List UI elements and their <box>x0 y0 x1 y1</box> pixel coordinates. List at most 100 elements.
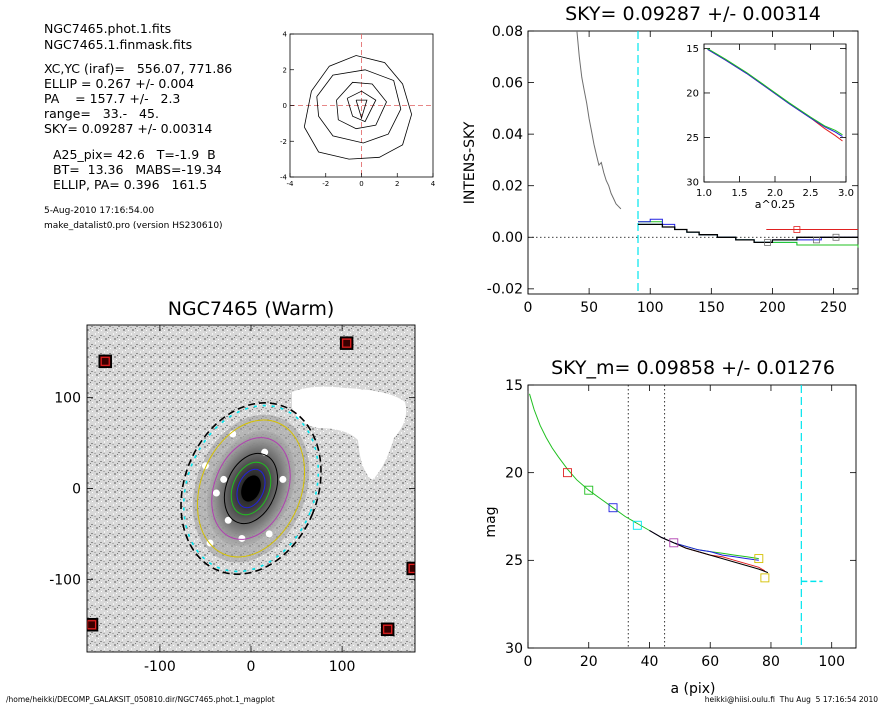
star-marker-inner <box>100 356 110 366</box>
mag-ytick-label: 25 <box>505 553 523 569</box>
inset-series <box>707 48 843 142</box>
header-file1: NGC7465.phot.1.fits <box>44 21 172 36</box>
header-a25: A25_pix= 42.6 T=-1.9 B <box>53 147 216 162</box>
header-range: range= 33.- 45. <box>44 106 159 121</box>
mag-panel: SKY_m= 0.09858 +/- 0.01276 mag a (pix) 0… <box>483 357 857 697</box>
intens-xtick-label: 150 <box>698 300 725 316</box>
isophote-ellipse-black <box>223 452 279 525</box>
contour-level-0 <box>355 99 368 120</box>
intens-series-blue <box>638 218 858 243</box>
masked-star <box>220 475 228 483</box>
inset-ytick-label: 25 <box>686 133 699 144</box>
masked-star <box>265 530 273 538</box>
header-ellip-pa: ELLIP, PA= 0.396 161.5 <box>53 177 208 192</box>
mag-ytick-label: 20 <box>505 466 523 482</box>
star-marker-inner <box>383 624 393 634</box>
galaxy-ytick-label: 0 <box>72 482 81 498</box>
inset-xtick-label: 2.5 <box>803 188 819 199</box>
intens-ytick-label: 0.04 <box>492 127 523 143</box>
star-marker <box>380 622 395 637</box>
masked-star <box>212 489 220 497</box>
isophote-ellipse-yellow <box>196 419 306 558</box>
intens-xtick-label: 0 <box>524 300 533 316</box>
intens-ytick-label: 0.08 <box>492 24 523 40</box>
inset-series-green <box>707 48 843 136</box>
galaxy-ticks: -100 0 100 -100 0 100 <box>49 325 415 675</box>
star-marker <box>406 561 415 576</box>
intens-marker <box>832 233 840 241</box>
intens-frame <box>527 30 859 295</box>
isophote-ellipse-cyan <box>182 404 320 573</box>
mag-ylabel: mag <box>483 506 499 537</box>
mag-ticks: 0 20 40 60 80 100 15 20 25 30 <box>505 378 856 670</box>
intens-ytick-label: 0.06 <box>492 75 523 91</box>
contour-ytick-label: 4 <box>283 31 288 39</box>
header-sky: SKY= 0.09287 +/- 0.00314 <box>44 121 213 136</box>
galaxy-title: NGC7465 (Warm) <box>168 298 335 320</box>
intens-ytick-label: -0.02 <box>487 282 523 298</box>
intens-series-gray <box>576 30 622 210</box>
galaxy-body <box>192 414 310 563</box>
mag-xtick-label: 100 <box>818 654 845 670</box>
intens-title: SKY= 0.09287 +/- 0.00314 <box>565 3 821 25</box>
contour-level-1 <box>346 90 377 123</box>
contour-level-4 <box>303 55 413 160</box>
intens-marker <box>764 239 771 246</box>
intens-ticks: 0 50 100 150 200 250 -0.02 0.00 0.02 0.04 0.06 0.08 <box>487 24 858 316</box>
footer-user: heikki@hiisi.oulu.fi Thu Aug 5 17:16:54 … <box>704 695 878 704</box>
contour-level-3 <box>316 69 402 144</box>
masked-region <box>292 386 407 480</box>
intens-xtick-label: 200 <box>759 300 786 316</box>
intens-xtick-label: 50 <box>580 300 598 316</box>
inset-frame <box>703 43 847 183</box>
intens-xtick-label: 100 <box>637 300 664 316</box>
isophote-ellipse-blue <box>236 468 266 509</box>
galaxy-ytick-label: -100 <box>49 572 81 588</box>
galaxy-panel: NGC7465 (Warm) -100 0 100 -100 0 100 <box>49 298 416 675</box>
header-program: make_datalist0.pro (version HS230610) <box>44 221 223 231</box>
mag-marker <box>669 538 679 548</box>
contour-xtick-label: -2 <box>322 180 329 188</box>
intens-series-green <box>638 221 859 248</box>
mag-ytick-label: 15 <box>505 378 523 394</box>
intens-xtick-label: 250 <box>820 300 847 316</box>
contour-xtick-label: 4 <box>431 180 436 188</box>
isophote-ellipse-black <box>180 402 322 575</box>
mag-xtick-label: 20 <box>580 654 598 670</box>
galaxy-ellipses <box>180 402 322 575</box>
contour-crosshair <box>290 34 433 177</box>
star-marker-inner <box>342 338 352 348</box>
header-file2: NGC7465.1.finmask.fits <box>44 37 193 52</box>
inset-xtick-label: 1.5 <box>732 188 748 199</box>
mag-frame <box>527 384 857 649</box>
contour-levels <box>303 55 413 160</box>
mag-xlabel: a (pix) <box>670 681 715 697</box>
inset-xtick-label: 2.0 <box>767 188 783 199</box>
header-bt: BT= 13.36 MABS=-19.34 <box>53 162 222 177</box>
mag-series-green <box>529 393 759 560</box>
intens-series-black <box>638 223 858 244</box>
contour-panel: -4 -2 0 2 4 -4 -2 0 2 4 <box>280 31 436 189</box>
masked-star <box>238 534 246 542</box>
intens-marker <box>813 236 820 244</box>
contour-ytick-label: 2 <box>283 66 287 74</box>
contour-xtick-label: 0 <box>359 180 363 188</box>
footer-path: /home/heikki/DECOMP_GALAKSIT_050810.dir/… <box>6 695 275 704</box>
header-ellip: ELLIP = 0.267 +/- 0.004 <box>44 76 195 91</box>
contour-ticks: -4 -2 0 2 4 -4 -2 0 2 4 <box>280 31 436 189</box>
mag-marker <box>754 554 764 564</box>
mag-marker <box>608 503 618 513</box>
inset-xlabel: a^0.25 <box>755 198 795 211</box>
isophote-ellipse-green <box>230 461 272 516</box>
inset-xtick-label: 1.0 <box>696 188 712 199</box>
galaxy-stars <box>87 336 415 637</box>
star-marker-inner <box>87 620 97 630</box>
contour-xtick-label: 2 <box>395 180 399 188</box>
isophote-ellipse-magenta <box>211 437 291 540</box>
galaxy-xtick-label: 100 <box>329 659 356 675</box>
mag-xtick-label: 60 <box>701 654 719 670</box>
mag-marker <box>760 573 770 583</box>
masked-star <box>279 475 287 483</box>
mag-title: SKY_m= 0.09858 +/- 0.01276 <box>551 357 835 379</box>
